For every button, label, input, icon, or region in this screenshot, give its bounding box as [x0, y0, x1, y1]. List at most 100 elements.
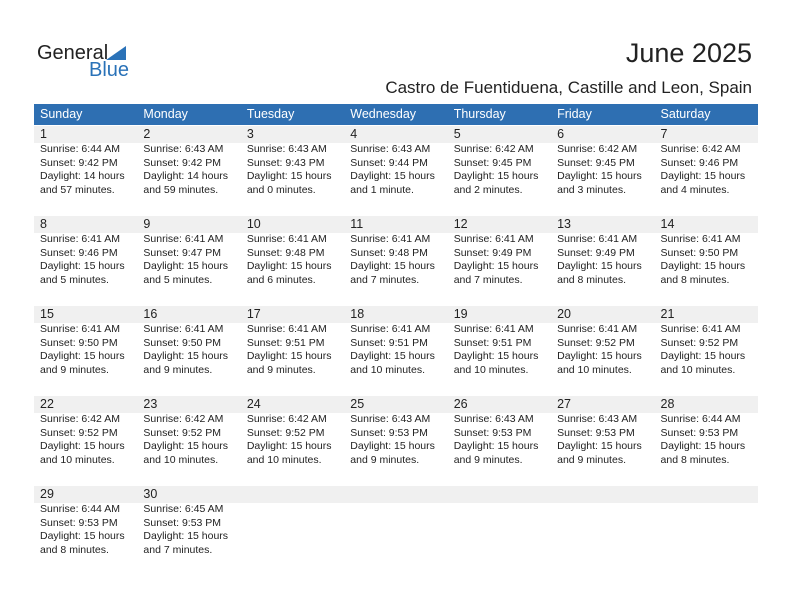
day-cell: 5 Sunrise: 6:42 AM Sunset: 9:45 PM Daylight…	[448, 125, 551, 197]
sunset-text: Sunset: 9:50 PM	[40, 336, 118, 349]
sunrise-text: Sunrise: 6:41 AM	[143, 233, 224, 245]
sunrise-text: Sunrise: 6:41 AM	[453, 323, 534, 335]
daylight-minutes-text: and 10 minutes.	[40, 453, 115, 466]
week-row: 8 Sunrise: 6:41 AM Sunset: 9:46 PM Daylight…	[34, 215, 758, 305]
day-cell: 15 Sunrise: 6:41 AM Sunset: 9:50 PM Dayligh…	[34, 305, 137, 377]
daylight-text: Daylight: 15 hours	[660, 350, 746, 362]
week-row: 29 Sunrise: 6:44 AM Sunset: 9:53 PM Dayligh…	[34, 485, 758, 575]
day-number: 12	[453, 217, 468, 231]
day-number: 16	[143, 307, 158, 321]
sunrise-text: Sunrise: 6:43 AM	[557, 413, 638, 425]
weekday-sunday: Sunday	[40, 107, 83, 121]
day-number: 24	[246, 397, 261, 411]
day-cell: 26 Sunrise: 6:43 AM Sunset: 9:53 PM Dayligh…	[448, 395, 551, 467]
daylight-text: Daylight: 15 hours	[40, 260, 125, 272]
day-cell: 18 Sunrise: 6:41 AM Sunset: 9:51 PM Dayligh…	[344, 305, 447, 377]
sunset-text: Sunset: 9:42 PM	[40, 156, 118, 169]
sunrise-text: Sunrise: 6:45 AM	[143, 503, 224, 515]
sunset-text: Sunset: 9:51 PM	[453, 336, 532, 349]
sunrise-text: Sunrise: 6:44 AM	[660, 413, 741, 425]
day-cell: 13 Sunrise: 6:41 AM Sunset: 9:49 PM Dayligh…	[551, 215, 654, 287]
daylight-minutes-text: and 9 minutes.	[557, 453, 626, 466]
daylight-minutes-text: and 10 minutes.	[246, 453, 322, 466]
logo-text-blue: Blue	[89, 59, 130, 81]
day-number-band	[34, 486, 758, 503]
day-number: 15	[40, 307, 54, 321]
sunset-text: Sunset: 9:52 PM	[660, 336, 739, 349]
sunrise-text: Sunrise: 6:41 AM	[40, 233, 120, 245]
day-number: 21	[660, 307, 675, 321]
sunset-text: Sunset: 9:53 PM	[143, 516, 222, 529]
day-number: 13	[557, 217, 572, 231]
weekday-saturday: Saturday	[660, 107, 711, 121]
day-cell: 3 Sunrise: 6:43 AM Sunset: 9:43 PM Daylight…	[241, 125, 344, 197]
daylight-text: Daylight: 15 hours	[557, 260, 642, 272]
day-cell: 9 Sunrise: 6:41 AM Sunset: 9:47 PM Daylight…	[137, 215, 240, 287]
location-subtitle: Castro de Fuentiduena, Castille and Leon…	[385, 78, 752, 97]
sunset-text: Sunset: 9:51 PM	[350, 336, 428, 349]
day-number: 23	[143, 397, 158, 411]
sunrise-text: Sunrise: 6:43 AM	[350, 143, 431, 155]
daylight-text: Daylight: 15 hours	[557, 350, 642, 362]
day-number: 11	[350, 217, 364, 231]
daylight-minutes-text: and 7 minutes.	[350, 273, 420, 286]
sunset-text: Sunset: 9:50 PM	[660, 246, 739, 259]
sunrise-text: Sunrise: 6:41 AM	[246, 323, 327, 335]
daylight-minutes-text: and 10 minutes.	[557, 363, 632, 376]
day-cell: 12 Sunrise: 6:41 AM Sunset: 9:49 PM Dayligh…	[448, 215, 551, 287]
sunrise-text: Sunrise: 6:43 AM	[350, 413, 431, 425]
day-number: 30	[143, 487, 158, 501]
weekday-tuesday: Tuesday	[246, 107, 295, 121]
sunrise-text: Sunrise: 6:41 AM	[660, 233, 741, 245]
daylight-text: Daylight: 15 hours	[40, 350, 125, 362]
sunrise-text: Sunrise: 6:44 AM	[40, 143, 120, 155]
daylight-minutes-text: and 10 minutes.	[453, 363, 529, 376]
day-number: 20	[557, 307, 572, 321]
daylight-minutes-text: and 4 minutes.	[660, 183, 730, 196]
day-number: 10	[246, 217, 261, 231]
sunset-text: Sunset: 9:43 PM	[246, 156, 325, 169]
day-number: 4	[350, 127, 358, 141]
week-cells: 22 Sunrise: 6:42 AM Sunset: 9:52 PM Dayligh…	[34, 395, 758, 467]
sunrise-text: Sunrise: 6:44 AM	[40, 503, 120, 515]
daylight-text: Daylight: 15 hours	[557, 170, 642, 182]
day-cell: 1 Sunrise: 6:44 AM Sunset: 9:42 PM Daylight…	[34, 125, 137, 197]
daylight-text: Daylight: 15 hours	[453, 440, 539, 452]
day-cell: 16 Sunrise: 6:41 AM Sunset: 9:50 PM Dayligh…	[137, 305, 240, 377]
daylight-minutes-text: and 9 minutes.	[350, 453, 420, 466]
day-number: 9	[143, 217, 151, 231]
sunrise-text: Sunrise: 6:41 AM	[40, 323, 120, 335]
daylight-text: Daylight: 15 hours	[246, 440, 332, 452]
daylight-text: Daylight: 15 hours	[660, 440, 746, 452]
sunset-text: Sunset: 9:52 PM	[557, 336, 635, 349]
daylight-text: Daylight: 15 hours	[40, 530, 125, 542]
day-cell: 28 Sunrise: 6:44 AM Sunset: 9:53 PM Dayligh…	[655, 395, 758, 467]
day-cell: 10 Sunrise: 6:41 AM Sunset: 9:48 PM Dayligh…	[241, 215, 344, 287]
daylight-minutes-text: and 10 minutes.	[350, 363, 425, 376]
sunrise-text: Sunrise: 6:41 AM	[143, 323, 224, 335]
daylight-minutes-text: and 9 minutes.	[40, 363, 109, 376]
daylight-text: Daylight: 15 hours	[246, 350, 332, 362]
week-row: 22 Sunrise: 6:42 AM Sunset: 9:52 PM Dayligh…	[34, 395, 758, 485]
sunrise-text: Sunrise: 6:41 AM	[453, 233, 534, 245]
daylight-minutes-text: and 5 minutes.	[143, 273, 213, 286]
daylight-text: Daylight: 15 hours	[350, 260, 435, 272]
day-number: 8	[40, 217, 47, 231]
day-cell: 20 Sunrise: 6:41 AM Sunset: 9:52 PM Dayligh…	[551, 305, 654, 377]
daylight-text: Daylight: 15 hours	[350, 440, 435, 452]
sunset-text: Sunset: 9:52 PM	[246, 426, 325, 439]
daylight-minutes-text: and 10 minutes.	[660, 363, 736, 376]
day-number-band	[34, 306, 758, 323]
daylight-text: Daylight: 15 hours	[143, 350, 229, 362]
sunrise-text: Sunrise: 6:42 AM	[660, 143, 741, 155]
daylight-minutes-text: and 1 minute.	[350, 183, 414, 196]
day-number: 25	[350, 397, 365, 411]
day-cell: 19 Sunrise: 6:41 AM Sunset: 9:51 PM Dayligh…	[448, 305, 551, 377]
daylight-minutes-text: and 8 minutes.	[660, 273, 730, 286]
weekday-friday: Friday	[557, 107, 592, 121]
daylight-minutes-text: and 7 minutes.	[453, 273, 523, 286]
sunset-text: Sunset: 9:42 PM	[143, 156, 222, 169]
day-cell: 17 Sunrise: 6:41 AM Sunset: 9:51 PM Dayligh…	[241, 305, 344, 377]
sunrise-text: Sunrise: 6:41 AM	[350, 323, 431, 335]
weekday-wednesday: Wednesday	[350, 107, 417, 121]
